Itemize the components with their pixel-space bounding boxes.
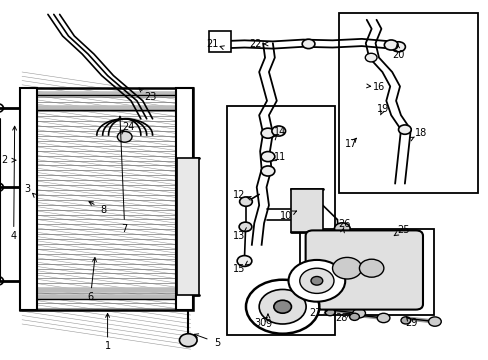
Circle shape xyxy=(334,223,349,234)
Text: 5: 5 xyxy=(214,338,220,348)
Circle shape xyxy=(376,313,389,323)
Circle shape xyxy=(179,334,197,347)
Text: 13: 13 xyxy=(232,231,244,241)
Circle shape xyxy=(391,42,405,52)
Circle shape xyxy=(299,268,333,293)
Text: 12: 12 xyxy=(233,190,245,200)
Text: 3: 3 xyxy=(25,184,31,194)
Bar xyxy=(177,158,199,295)
Circle shape xyxy=(273,300,291,313)
Bar xyxy=(176,88,193,310)
Text: 18: 18 xyxy=(414,128,427,138)
Text: 17: 17 xyxy=(344,139,357,149)
Text: 28: 28 xyxy=(334,312,347,323)
Text: 23: 23 xyxy=(143,92,156,102)
Text: 29: 29 xyxy=(405,318,417,328)
Text: 24: 24 xyxy=(122,122,135,132)
Text: 20: 20 xyxy=(391,50,404,60)
Circle shape xyxy=(365,53,376,62)
Text: 21: 21 xyxy=(206,39,219,49)
Circle shape xyxy=(332,257,361,279)
Circle shape xyxy=(271,126,285,136)
Text: 8: 8 xyxy=(101,204,106,215)
Circle shape xyxy=(245,280,319,334)
Text: 22: 22 xyxy=(248,39,261,49)
Bar xyxy=(20,88,37,310)
Circle shape xyxy=(400,317,410,324)
Circle shape xyxy=(117,131,132,142)
Circle shape xyxy=(259,289,305,324)
Circle shape xyxy=(239,222,251,231)
Text: 15: 15 xyxy=(233,264,245,274)
Circle shape xyxy=(261,128,274,138)
Bar xyxy=(290,189,322,232)
Circle shape xyxy=(398,125,410,134)
Circle shape xyxy=(302,39,314,49)
Text: 25: 25 xyxy=(396,225,409,235)
Circle shape xyxy=(261,152,274,162)
Text: 2: 2 xyxy=(1,155,7,165)
Circle shape xyxy=(427,317,440,326)
Text: 1: 1 xyxy=(104,341,110,351)
Bar xyxy=(209,31,231,52)
Text: 11: 11 xyxy=(273,152,285,162)
Text: 14: 14 xyxy=(273,127,285,138)
Circle shape xyxy=(288,260,345,302)
Circle shape xyxy=(237,256,251,266)
Bar xyxy=(20,88,193,310)
Bar xyxy=(227,106,334,335)
Bar xyxy=(338,13,477,193)
Text: 4: 4 xyxy=(11,231,17,241)
Circle shape xyxy=(352,309,365,318)
Text: 6: 6 xyxy=(87,292,93,302)
Circle shape xyxy=(384,40,397,50)
Bar xyxy=(299,229,433,315)
Text: 27: 27 xyxy=(308,308,321,318)
Text: 16: 16 xyxy=(372,82,385,92)
FancyBboxPatch shape xyxy=(305,230,422,310)
Circle shape xyxy=(325,309,334,316)
Text: 9: 9 xyxy=(264,319,270,329)
Text: 7: 7 xyxy=(122,224,127,234)
Text: 19: 19 xyxy=(376,104,389,114)
Circle shape xyxy=(349,313,359,320)
Text: 10: 10 xyxy=(279,211,292,221)
Text: 26: 26 xyxy=(338,219,350,229)
Text: 30: 30 xyxy=(253,318,266,328)
Circle shape xyxy=(239,197,252,206)
Circle shape xyxy=(310,276,322,285)
Circle shape xyxy=(261,166,274,176)
Circle shape xyxy=(359,259,383,277)
